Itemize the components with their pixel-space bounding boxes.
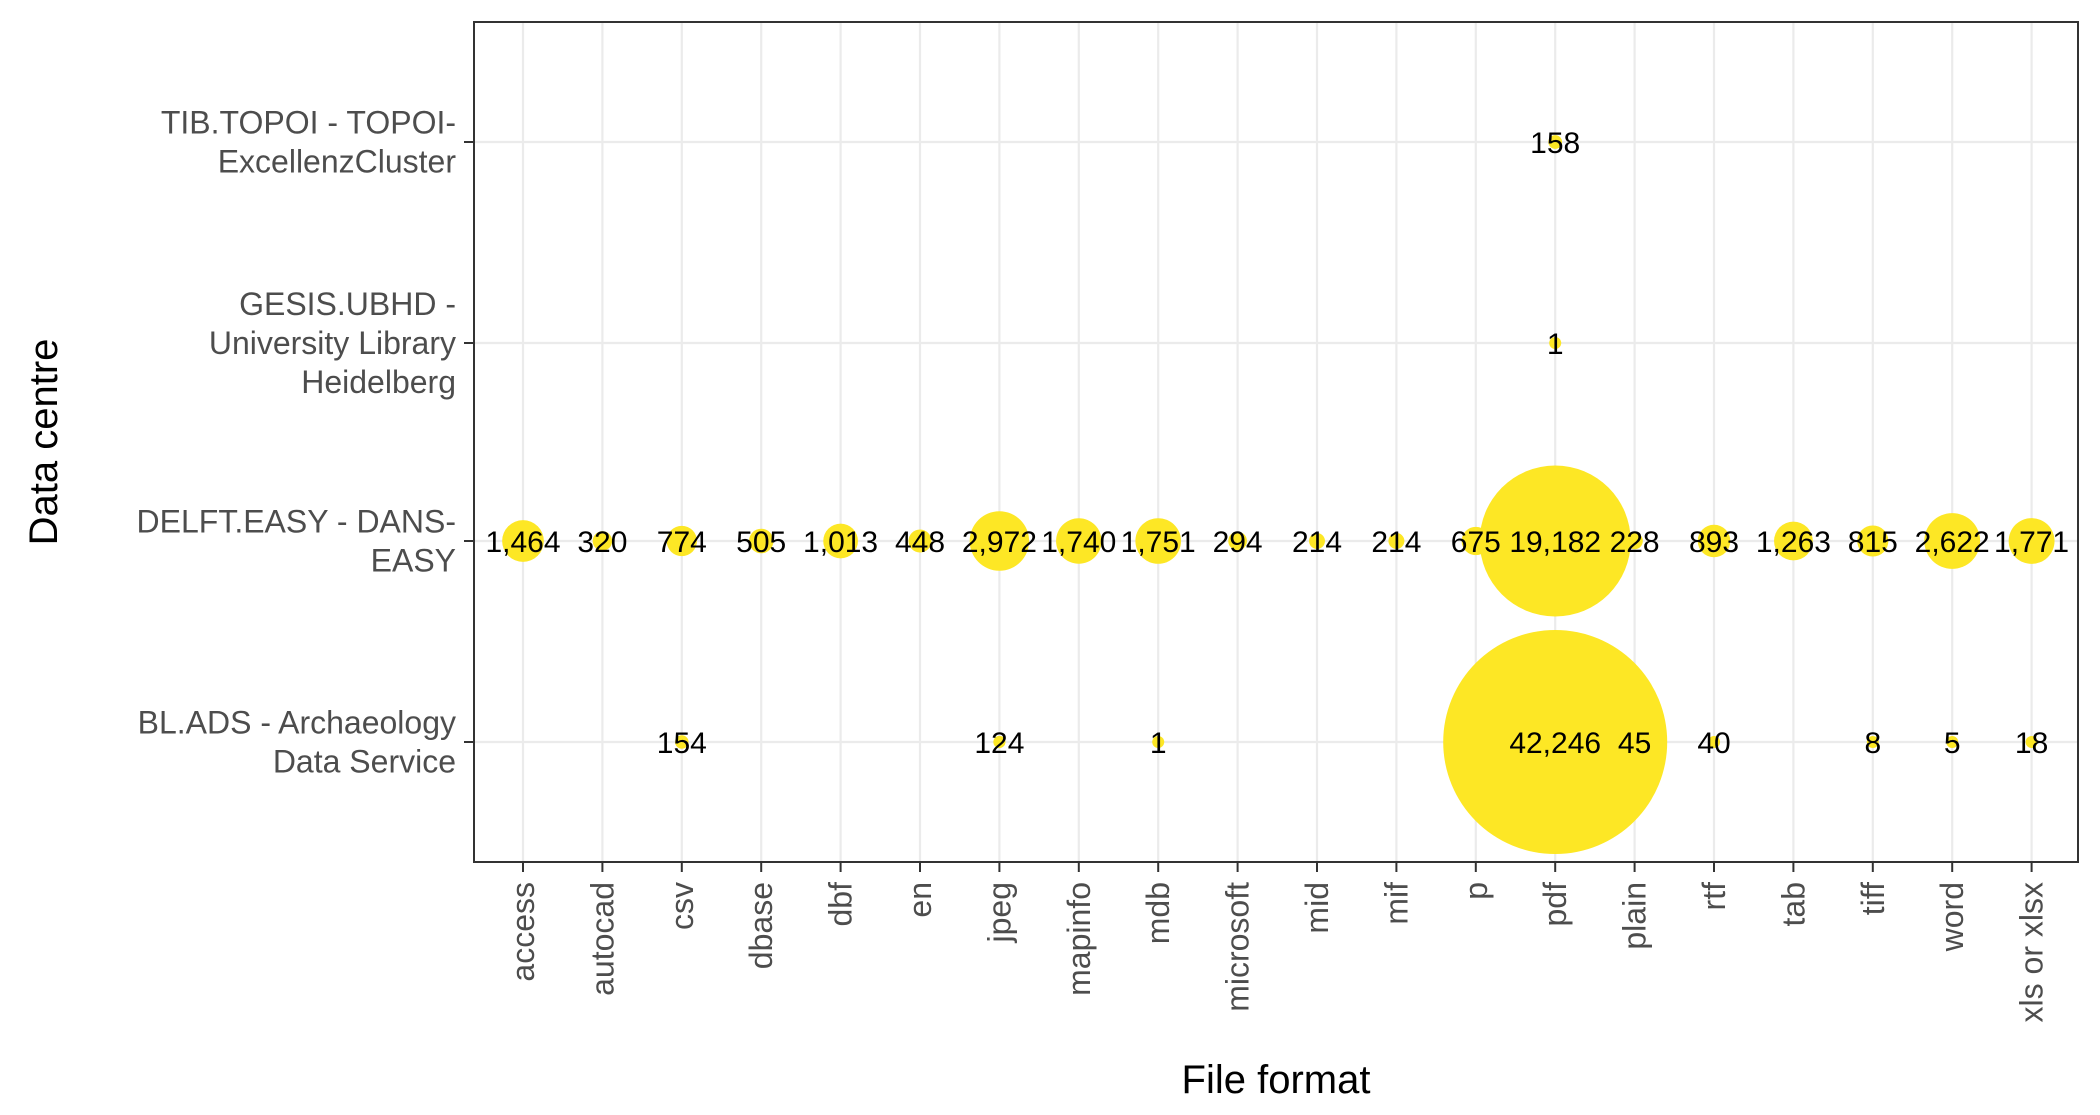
- bubble-value-label: 19,182: [1509, 526, 1601, 559]
- bubble: [1774, 521, 1813, 561]
- bubble-value-label: 154: [657, 727, 707, 760]
- bubble-value-label: 124: [974, 727, 1024, 760]
- bubble-value-label: 228: [1610, 526, 1660, 559]
- bubble-value-label: 1,771: [1994, 526, 2069, 559]
- bubble-value-label: 40: [1697, 727, 1730, 760]
- bubble-value-label: 1,751: [1121, 526, 1196, 559]
- y-tick-label: TIB.TOPOI - TOPOI-ExcellenzCluster: [161, 105, 457, 180]
- x-tick-label: xls or xlsx: [2014, 882, 2050, 1022]
- bubble-value-label: 815: [1848, 526, 1898, 559]
- grid-lines: [474, 22, 2078, 862]
- bubble: [1135, 518, 1182, 564]
- bubble: [1628, 736, 1641, 748]
- bubble: [502, 520, 544, 562]
- x-tick-label: dbf: [823, 882, 859, 927]
- bubble-value-label: 42,246: [1509, 727, 1601, 760]
- bubble: [1708, 736, 1720, 748]
- bubble-value-label: 214: [1292, 526, 1342, 559]
- bubble-value-label: 214: [1371, 526, 1421, 559]
- bubble: [2025, 736, 2038, 748]
- bubble: [823, 523, 858, 559]
- bubble-value-label: 893: [1689, 526, 1739, 559]
- x-tick-label: jpeg: [981, 882, 1017, 944]
- x-tick-label: csv: [664, 882, 700, 930]
- bubble: [1152, 736, 1165, 748]
- bubble-value-label: 18: [2015, 727, 2048, 760]
- x-tick-label: plain: [1617, 882, 1653, 950]
- x-tick-label: access: [505, 882, 541, 982]
- bubble: [666, 525, 697, 557]
- bubble-value-label: 158: [1530, 127, 1580, 160]
- bubble-value-label: 774: [657, 526, 707, 559]
- x-tick-label: dbase: [743, 882, 779, 969]
- bubble: [2008, 518, 2055, 564]
- bubble-value-label: 1,740: [1041, 526, 1116, 559]
- bubble: [969, 511, 1030, 571]
- bubble-value-label: 5: [1944, 727, 1961, 760]
- x-tick-label: word: [1934, 882, 1970, 952]
- x-tick-label: mif: [1378, 882, 1414, 925]
- bubble: [1388, 533, 1405, 549]
- bubble: [908, 529, 932, 553]
- x-tick-label: pdf: [1537, 882, 1573, 927]
- bubble: [1309, 533, 1325, 549]
- x-axis-title: File format: [1182, 1058, 1371, 1102]
- bubble: [1443, 630, 1668, 854]
- x-tick-label: mapinfo: [1061, 882, 1097, 996]
- bubble-value-label: 8: [1864, 727, 1881, 760]
- bubble: [1056, 518, 1102, 564]
- x-tick-label: rtf: [1696, 882, 1732, 911]
- bubble-value-label: 2,972: [962, 526, 1037, 559]
- y-tick-label: BL.ADS - Archaeology Data Service: [138, 705, 456, 780]
- bubble: [1857, 525, 1889, 557]
- y-axis-ticks: BL.ADS - Archaeology Data Service DELFT.EA…: [137, 105, 474, 780]
- bubble-value-label: 448: [895, 526, 945, 559]
- bubble-value-label: 1,464: [485, 526, 560, 559]
- bubble-value-label: 2,622: [1915, 526, 1990, 559]
- bubble: [1548, 135, 1563, 149]
- bubble: [1228, 531, 1247, 551]
- bubble: [1626, 532, 1643, 550]
- bubbles: [502, 135, 2055, 854]
- bubble-value-label: 505: [736, 526, 786, 559]
- y-axis-title: Data centre: [22, 339, 66, 546]
- bubble: [1866, 736, 1879, 748]
- bubble-value-label: 675: [1451, 526, 1501, 559]
- y-tick-label: DELFT.EASY - DANS-EASY: [137, 504, 456, 579]
- bubble: [1479, 465, 1631, 617]
- bubble: [993, 735, 1006, 749]
- x-tick-label: tab: [1775, 882, 1811, 926]
- bubble: [1946, 736, 1959, 748]
- x-tick-label: mid: [1299, 882, 1335, 934]
- x-tick-label: en: [902, 882, 938, 918]
- bubble-value-label: 45: [1618, 727, 1651, 760]
- bubble-value-label: 294: [1213, 526, 1263, 559]
- bubble: [592, 531, 613, 551]
- bubble-value-label: 1: [1547, 328, 1564, 361]
- bubble-value-label: 1,263: [1756, 526, 1831, 559]
- bubble: [1697, 524, 1731, 558]
- x-tick-label: tiff: [1855, 882, 1891, 915]
- x-tick-label: p: [1458, 882, 1494, 900]
- bubble: [1924, 513, 1981, 569]
- bubble: [748, 528, 774, 554]
- x-tick-label: mdb: [1140, 882, 1176, 944]
- plot-panel-border: [473, 21, 2079, 863]
- bubble: [675, 735, 689, 749]
- bubble-value-label: 1: [1150, 727, 1167, 760]
- x-tick-label: microsoft: [1220, 882, 1256, 1012]
- x-axis-ticks: access autocad csv dbase dbf en jpeg mapinfo mdb…: [505, 862, 2050, 1022]
- bubble: [1461, 526, 1490, 556]
- bubble: [1549, 337, 1562, 349]
- bubble-value-label: 320: [577, 526, 627, 559]
- x-tick-label: autocad: [584, 882, 620, 996]
- y-tick-label: GESIS.UBHD -University Library Heidelberg: [209, 286, 456, 400]
- bubble-value-label: 1,013: [803, 526, 878, 559]
